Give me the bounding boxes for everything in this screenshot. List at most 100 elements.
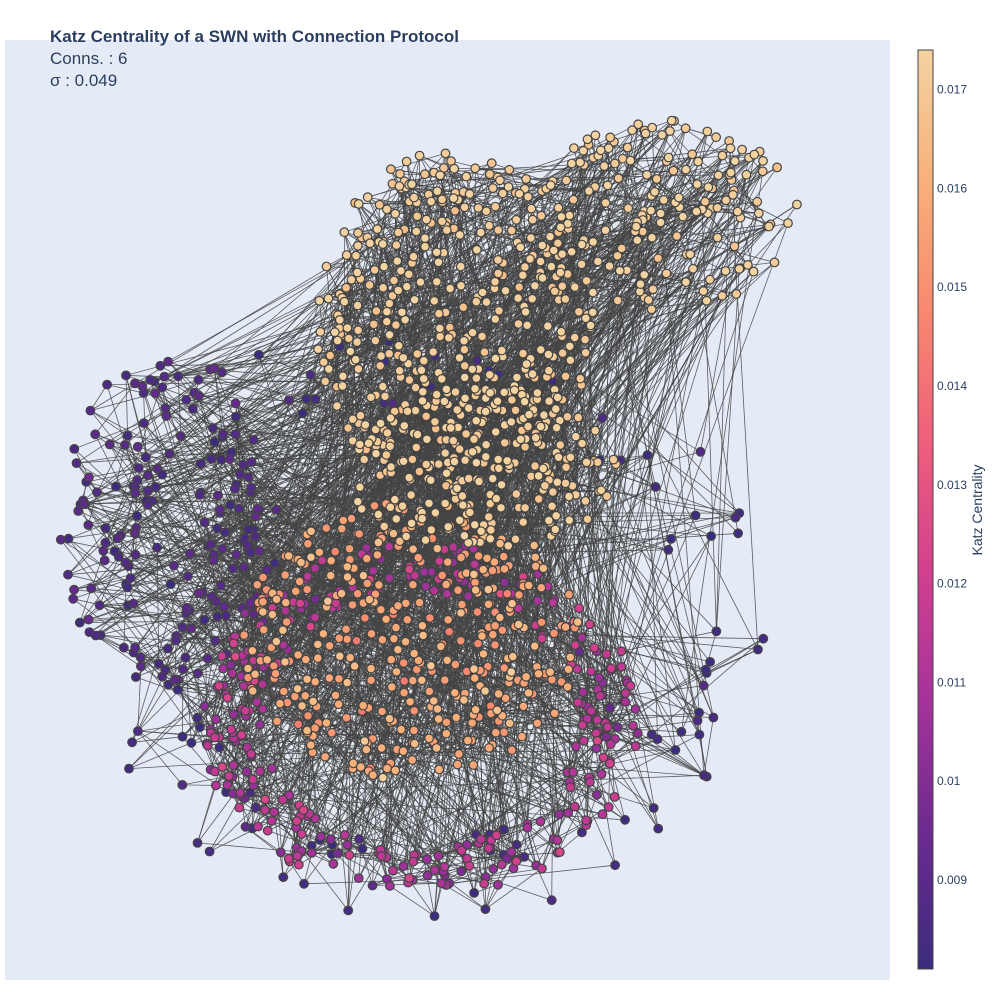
network-edge — [600, 490, 700, 735]
network-edge — [438, 452, 557, 856]
network-edge — [288, 690, 431, 859]
network-edge — [523, 838, 554, 858]
network-edge — [520, 216, 562, 248]
network-edge — [561, 336, 714, 718]
network-edge — [405, 147, 731, 188]
network-edge — [576, 161, 699, 670]
network-edge — [164, 241, 380, 377]
network-edge — [366, 742, 437, 749]
network-edge — [85, 172, 731, 505]
network-edge — [603, 165, 647, 218]
network-edge — [174, 640, 177, 680]
network-edge — [160, 360, 385, 367]
network-edge — [225, 505, 231, 655]
network-edge — [416, 834, 477, 856]
network-edge — [358, 604, 489, 879]
network-edge — [94, 383, 136, 435]
network-edge — [391, 641, 406, 688]
network-edge — [85, 503, 224, 686]
network-edge — [490, 353, 563, 841]
network-edge — [497, 177, 591, 625]
network-edge — [109, 444, 147, 458]
network-edge — [526, 827, 561, 853]
network-edge — [234, 488, 254, 530]
network-edge — [455, 130, 671, 194]
network-edge — [87, 492, 98, 526]
network-edge — [259, 550, 577, 747]
network-edge — [160, 169, 510, 367]
network-edge — [241, 734, 468, 859]
network-edge — [186, 554, 215, 608]
network-edge — [627, 124, 639, 209]
network-edge — [306, 589, 576, 807]
network-edge — [438, 855, 508, 859]
network-edge — [747, 222, 789, 266]
network-edge — [90, 565, 129, 589]
network-edge — [332, 607, 372, 635]
network-edge — [716, 268, 740, 632]
network-edge — [125, 288, 451, 376]
network-edge — [231, 673, 234, 733]
network-edge — [107, 384, 144, 394]
network-edge — [235, 403, 423, 626]
network-edge — [630, 291, 704, 686]
network-edge — [244, 797, 304, 811]
network-edge — [120, 535, 260, 552]
network-edge — [88, 467, 139, 478]
network-edge — [357, 204, 380, 234]
network-edge — [685, 140, 730, 170]
network-edge — [245, 768, 273, 827]
network-edge — [554, 292, 594, 714]
network-edge — [233, 737, 603, 815]
network-edge — [191, 685, 224, 743]
network-edge — [347, 855, 382, 911]
network-edge — [283, 332, 336, 692]
network-edge — [733, 190, 735, 247]
network-edge — [90, 190, 438, 589]
network-edge — [309, 813, 517, 862]
network-edge — [164, 376, 422, 563]
network-edge — [685, 127, 717, 138]
network-edge — [609, 761, 626, 820]
network-edge — [732, 194, 760, 214]
network-edge — [124, 254, 347, 446]
network-edge — [592, 708, 636, 713]
network-edge — [194, 392, 458, 486]
network-edge — [412, 664, 572, 881]
network-edge — [67, 560, 105, 576]
network-edge — [149, 379, 397, 673]
network-edge — [219, 509, 390, 547]
network-edge — [526, 178, 567, 181]
network-edge — [140, 657, 598, 796]
network-edge — [262, 684, 394, 871]
network-edge — [465, 176, 566, 484]
network-edge — [595, 135, 619, 179]
network-edge — [100, 155, 723, 636]
network-edge — [484, 351, 518, 378]
network-edge — [488, 747, 571, 788]
network-edge — [137, 399, 187, 448]
network-edge — [100, 634, 168, 649]
network-edge — [103, 389, 521, 552]
network-edge — [572, 771, 598, 796]
network-edge — [85, 481, 122, 536]
network-edge — [349, 854, 404, 867]
network-edge — [490, 821, 541, 848]
network-edge — [445, 858, 508, 886]
network-edge — [252, 529, 266, 811]
network-edge — [403, 608, 510, 867]
network-edge — [167, 361, 497, 733]
network-edge — [323, 633, 591, 783]
network-edge — [199, 476, 249, 496]
network-edge — [152, 495, 218, 502]
network-edge — [407, 839, 558, 883]
network-edge — [198, 395, 264, 667]
network-edge — [579, 160, 631, 652]
network-edge — [390, 168, 425, 175]
network-edge — [125, 375, 128, 436]
network-edge — [433, 741, 561, 853]
network-edge — [588, 732, 639, 778]
network-edge — [187, 532, 226, 577]
network-edge — [90, 410, 128, 437]
